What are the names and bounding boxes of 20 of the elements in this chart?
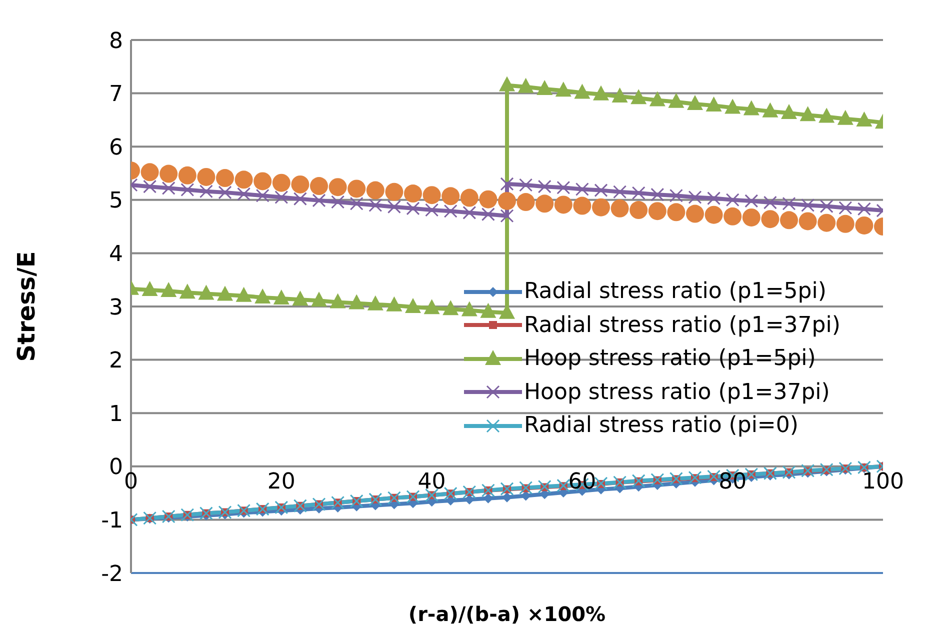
y-axis-title: Stress/E [12, 251, 41, 362]
x-tick-label: 100 [862, 469, 904, 494]
y-tick-label: 5 [109, 188, 123, 214]
legend-label: Radial stress ratio (pi=0) [524, 412, 798, 440]
legend-label: Hoop stress ratio (p1=5pi) [524, 345, 816, 373]
y-tick-label: 6 [109, 135, 123, 160]
legend-label: Hoop stress ratio (p1=37pi) [524, 378, 830, 406]
y-tick-label: 1 [109, 402, 123, 427]
y-tick-label: 2 [109, 348, 123, 374]
y-tick-label: 7 [109, 82, 123, 108]
y-tick-label: 4 [109, 242, 123, 268]
y-tick-label: -1 [101, 508, 123, 534]
x-axis-title: (r-a)/(b-a) ×100% [408, 602, 606, 626]
y-tick-label: 8 [109, 28, 123, 54]
x-tick-label: 20 [267, 469, 296, 494]
x-tick-label: 40 [418, 469, 446, 494]
y-tick-label: 3 [109, 295, 123, 320]
legend-label: Radial stress ratio (p1=37pi) [524, 312, 840, 340]
y-tick-label: -2 [101, 562, 123, 587]
legend-label: Radial stress ratio (p1=5pi) [524, 278, 826, 306]
